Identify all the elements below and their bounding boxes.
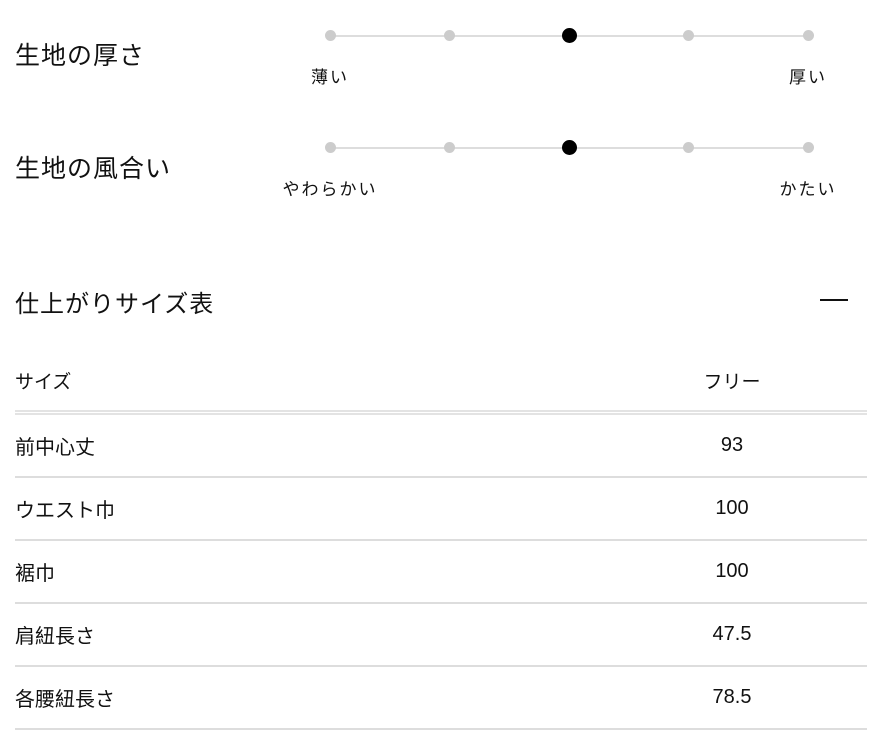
thickness-scale: [324, 28, 814, 43]
table-row: 前中心丈 93: [15, 412, 867, 478]
row-label: 前中心丈: [15, 412, 597, 478]
row-label: 肩紐長さ: [15, 603, 597, 667]
header-label: サイズ: [15, 350, 597, 415]
scale-dot-selected: [561, 140, 577, 155]
scale-right-label: 厚い: [789, 68, 827, 87]
scale-dot: [802, 142, 814, 153]
scale-right-label: かたい: [779, 180, 837, 199]
scale-dot: [324, 142, 336, 153]
table-row: 裾巾 100: [15, 540, 867, 604]
row-value: 100: [597, 477, 867, 541]
size-table: サイズ フリー 前中心丈 93 ウエスト巾 100 裾巾 100 肩紐長さ 47.5 各…: [15, 350, 867, 730]
row-label: ウエスト巾: [15, 477, 597, 541]
table-row: 各腰紐長さ 78.5: [15, 666, 867, 730]
texture-scale: [324, 140, 814, 155]
scale-dot: [802, 30, 814, 41]
row-label: 各腰紐長さ: [15, 666, 597, 730]
row-label: 裾巾: [15, 540, 597, 604]
scale-dot-selected: [561, 28, 577, 43]
minus-icon[interactable]: [820, 299, 848, 301]
scale-left-label: 薄い: [311, 68, 349, 87]
scale-dot: [683, 30, 694, 41]
table-row: ウエスト巾 100: [15, 477, 867, 541]
table-row: 肩紐長さ 47.5: [15, 603, 867, 667]
size-table-title: 仕上がりサイズ表: [15, 291, 215, 318]
scale-dot: [444, 30, 455, 41]
row-value: 47.5: [597, 603, 867, 667]
row-value: 78.5: [597, 666, 867, 730]
attribute-title: 生地の厚さ: [15, 42, 146, 70]
row-value: 93: [597, 412, 867, 478]
scale-dot: [444, 142, 455, 153]
attribute-title: 生地の風合い: [15, 155, 172, 183]
header-size: フリー: [597, 350, 867, 415]
scale-dot: [324, 30, 336, 41]
row-value: 100: [597, 540, 867, 604]
scale-left-label: やわらかい: [282, 180, 378, 199]
scale-dot: [683, 142, 694, 153]
table-header-row: サイズ フリー: [15, 350, 867, 415]
